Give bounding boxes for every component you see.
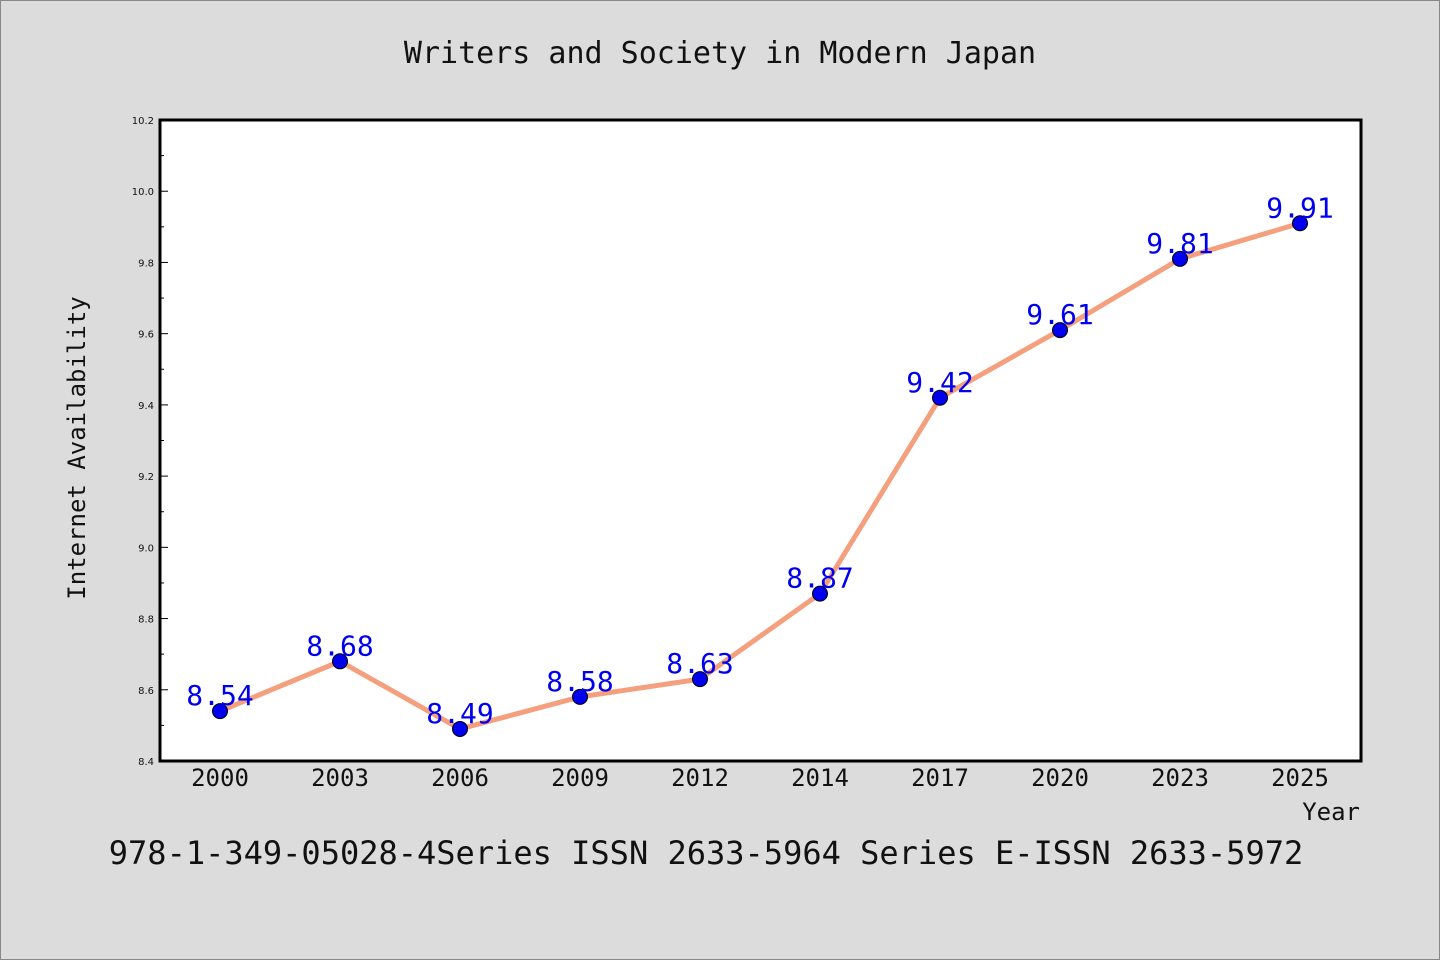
x-tick-label: 2000 xyxy=(191,764,249,792)
x-tick-label: 2025 xyxy=(1271,764,1329,792)
data-label: 8.49 xyxy=(426,697,493,730)
y-tick-label: 8.8 xyxy=(138,615,154,626)
data-point xyxy=(932,389,948,406)
data-point xyxy=(452,720,468,737)
plot-area xyxy=(158,118,1363,763)
data-label: 8.87 xyxy=(786,562,853,595)
x-tick-label: 2014 xyxy=(791,764,849,792)
series-layer xyxy=(212,215,1308,737)
y-tick-label: 9.2 xyxy=(138,472,154,483)
series-line xyxy=(217,220,1303,732)
data-label: 9.91 xyxy=(1266,191,1333,224)
x-tick-label: 2003 xyxy=(311,764,369,792)
y-tick-label: 9.8 xyxy=(138,258,154,269)
data-point xyxy=(212,703,228,720)
x-tick-label: 2023 xyxy=(1151,764,1209,792)
data-point xyxy=(812,585,828,602)
x-tick-label: 2012 xyxy=(671,764,729,792)
y-axis-label: Internet Availability xyxy=(63,296,91,599)
data-label: 8.63 xyxy=(666,647,733,680)
data-point xyxy=(1172,250,1188,267)
y-tick-label: 8.4 xyxy=(138,757,154,768)
chart-title: Writers and Society in Modern Japan xyxy=(404,36,1036,71)
data-label: 8.58 xyxy=(546,665,613,698)
isbn-footer: 978-1-349-05028-4Series ISSN 2633-5964 S… xyxy=(109,834,1303,872)
x-tick-label: 2020 xyxy=(1031,764,1089,792)
data-point xyxy=(692,671,708,688)
y-tick-label: 9.6 xyxy=(138,330,154,341)
data-labels: 8.54 8.68 8.49 8.58 8.63 8.87 9.42 9.61 9.81 9.91 xyxy=(186,191,1333,730)
data-label: 8.54 xyxy=(186,679,253,712)
x-axis-label: Year xyxy=(1302,798,1360,826)
y-tick-label: 8.6 xyxy=(138,686,154,697)
y-tick-label: 10.0 xyxy=(132,187,154,198)
y-tick-label: 9.4 xyxy=(138,401,154,412)
data-point xyxy=(572,688,588,705)
data-label: 9.42 xyxy=(906,366,973,399)
data-label: 9.61 xyxy=(1026,298,1093,331)
data-point xyxy=(332,653,348,670)
x-tick-label: 2006 xyxy=(431,764,489,792)
x-tick-label: 2009 xyxy=(551,764,609,792)
x-tick-label: 2017 xyxy=(911,764,969,792)
data-label: 9.81 xyxy=(1146,227,1213,260)
data-label: 8.68 xyxy=(306,629,373,662)
data-point xyxy=(1052,322,1068,339)
y-axis: 8.4 8.6 8.8 9.0 9.2 9.4 9.6 9.8 10.0 10.2 xyxy=(132,116,168,768)
y-tick-label: 10.2 xyxy=(132,116,154,127)
x-axis: 2000 2003 2006 2009 2012 2014 2017 2020 2023 2025 xyxy=(191,764,1329,792)
y-tick-label: 9.0 xyxy=(138,543,154,554)
data-point xyxy=(1292,215,1308,232)
